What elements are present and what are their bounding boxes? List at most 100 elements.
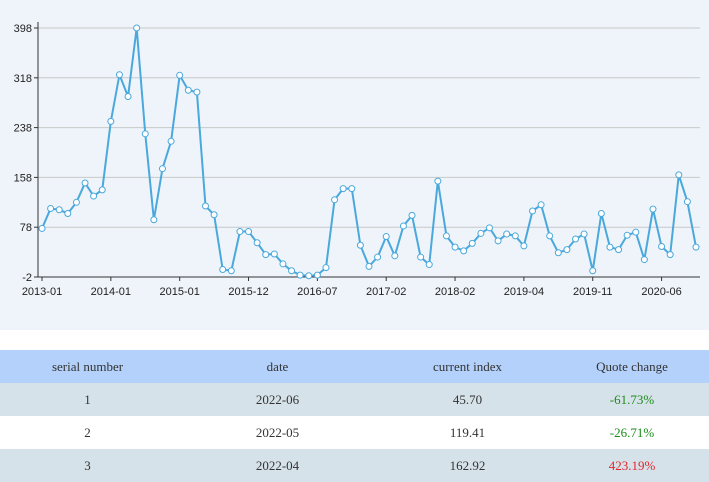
data-point	[382, 233, 390, 241]
y-tick-label: 78	[20, 222, 32, 234]
data-point	[442, 232, 450, 240]
data-point	[55, 206, 63, 214]
data-point	[658, 242, 666, 250]
data-point	[245, 228, 253, 236]
data-point	[572, 235, 580, 243]
data-point	[632, 228, 640, 236]
header-date: date	[266, 358, 289, 374]
data-point	[520, 242, 528, 250]
data-point	[683, 198, 691, 206]
data-point	[692, 243, 700, 251]
data-point	[150, 216, 158, 224]
data-point	[176, 71, 184, 79]
y-tick-label: 318	[14, 73, 32, 85]
header-quote-change: Quote change	[596, 358, 668, 374]
data-point	[356, 241, 364, 249]
data-point	[615, 246, 623, 254]
data-point	[503, 230, 511, 238]
y-tick-label: 158	[14, 172, 32, 184]
chart-panel: 398 318 238 158 78 -2 2013-01 2014-01 2015-01 20…	[0, 0, 709, 330]
x-tick-label: 2019-11	[573, 286, 613, 298]
table-row: 3 2022-04 162.92 423.19%	[0, 449, 709, 482]
data-point	[529, 207, 536, 215]
cell-index: 162.92	[449, 457, 486, 473]
data-point	[279, 260, 287, 268]
data-point	[296, 271, 304, 279]
y-tick-label: 398	[14, 23, 32, 35]
x-tick-label: 2020-06	[641, 286, 681, 298]
table-row: 1 2022-06 45.70 -61.73%	[0, 383, 709, 416]
x-tick-label: 2015-01	[159, 286, 199, 298]
y-tick-labels: 398 318 238 158 78 -2	[14, 23, 32, 284]
data-point	[666, 251, 674, 259]
header-serial-number: serial number	[51, 358, 124, 374]
data-point	[485, 224, 493, 232]
data-point	[417, 253, 425, 261]
cell-change: -26.71%	[609, 424, 655, 440]
cell-change: -61.73%	[609, 391, 655, 407]
data-point	[98, 186, 106, 194]
x-tick-label: 2019-04	[504, 286, 544, 298]
data-point	[649, 205, 657, 213]
x-tick-labels: 2013-01 2014-01 2015-01 2015-12 2016-07 2017-…	[22, 286, 682, 298]
grid-lines	[38, 27, 700, 228]
data-point	[167, 137, 175, 145]
data-point	[141, 130, 149, 138]
data-point	[425, 261, 433, 269]
axes	[34, 22, 700, 281]
data-point	[90, 192, 98, 200]
series-path	[41, 27, 697, 277]
x-tick-label: 2016-07	[297, 286, 337, 298]
data-point	[589, 267, 597, 275]
cell-date: 2022-04	[255, 457, 300, 473]
cell-serial: 3	[84, 457, 91, 473]
data-point	[72, 198, 80, 206]
y-tick-label: -2	[22, 272, 32, 284]
data-point	[305, 272, 313, 280]
table-header-row: serial number date current index Quote c…	[0, 350, 709, 383]
y-tick-label: 238	[14, 123, 32, 135]
data-point	[640, 256, 648, 264]
data-point	[365, 262, 373, 270]
x-tick-label: 2014-01	[91, 286, 131, 298]
table-row: 2 2022-05 119.41 -26.71%	[0, 416, 709, 449]
cell-index: 45.70	[452, 391, 483, 407]
data-point	[81, 179, 89, 187]
data-point	[115, 71, 123, 79]
data-point	[193, 88, 201, 96]
cell-date: 2022-05	[255, 424, 300, 440]
data-point	[374, 253, 382, 261]
x-tick-label: 2017-02	[366, 286, 406, 298]
data-point	[339, 185, 347, 193]
data-point	[253, 239, 261, 247]
data-point	[219, 266, 227, 274]
cell-serial: 1	[84, 391, 91, 407]
data-point	[477, 229, 485, 237]
data-point	[210, 211, 218, 219]
data-point	[262, 251, 270, 259]
data-point	[554, 249, 562, 257]
x-tick-label: 2015-12	[228, 286, 268, 298]
data-point	[537, 201, 545, 209]
quote-table-container: serial number date current index Quote c…	[0, 350, 709, 482]
data-point	[348, 185, 356, 193]
data-point	[202, 202, 209, 210]
data-point	[47, 205, 55, 213]
data-point	[597, 210, 605, 218]
data-point	[236, 228, 244, 236]
data-point	[133, 24, 141, 32]
data-point	[494, 237, 502, 245]
data-point	[391, 252, 399, 260]
cell-index: 119.41	[449, 424, 486, 440]
data-point	[606, 243, 614, 251]
data-point	[331, 196, 339, 204]
data-point	[460, 247, 468, 255]
data-point	[511, 232, 519, 240]
data-point	[408, 211, 416, 219]
data-point	[270, 250, 278, 258]
series-line	[41, 27, 697, 277]
header-current-index: current index	[433, 358, 502, 374]
x-tick-label: 2013-01	[22, 286, 62, 298]
data-points	[38, 24, 700, 280]
